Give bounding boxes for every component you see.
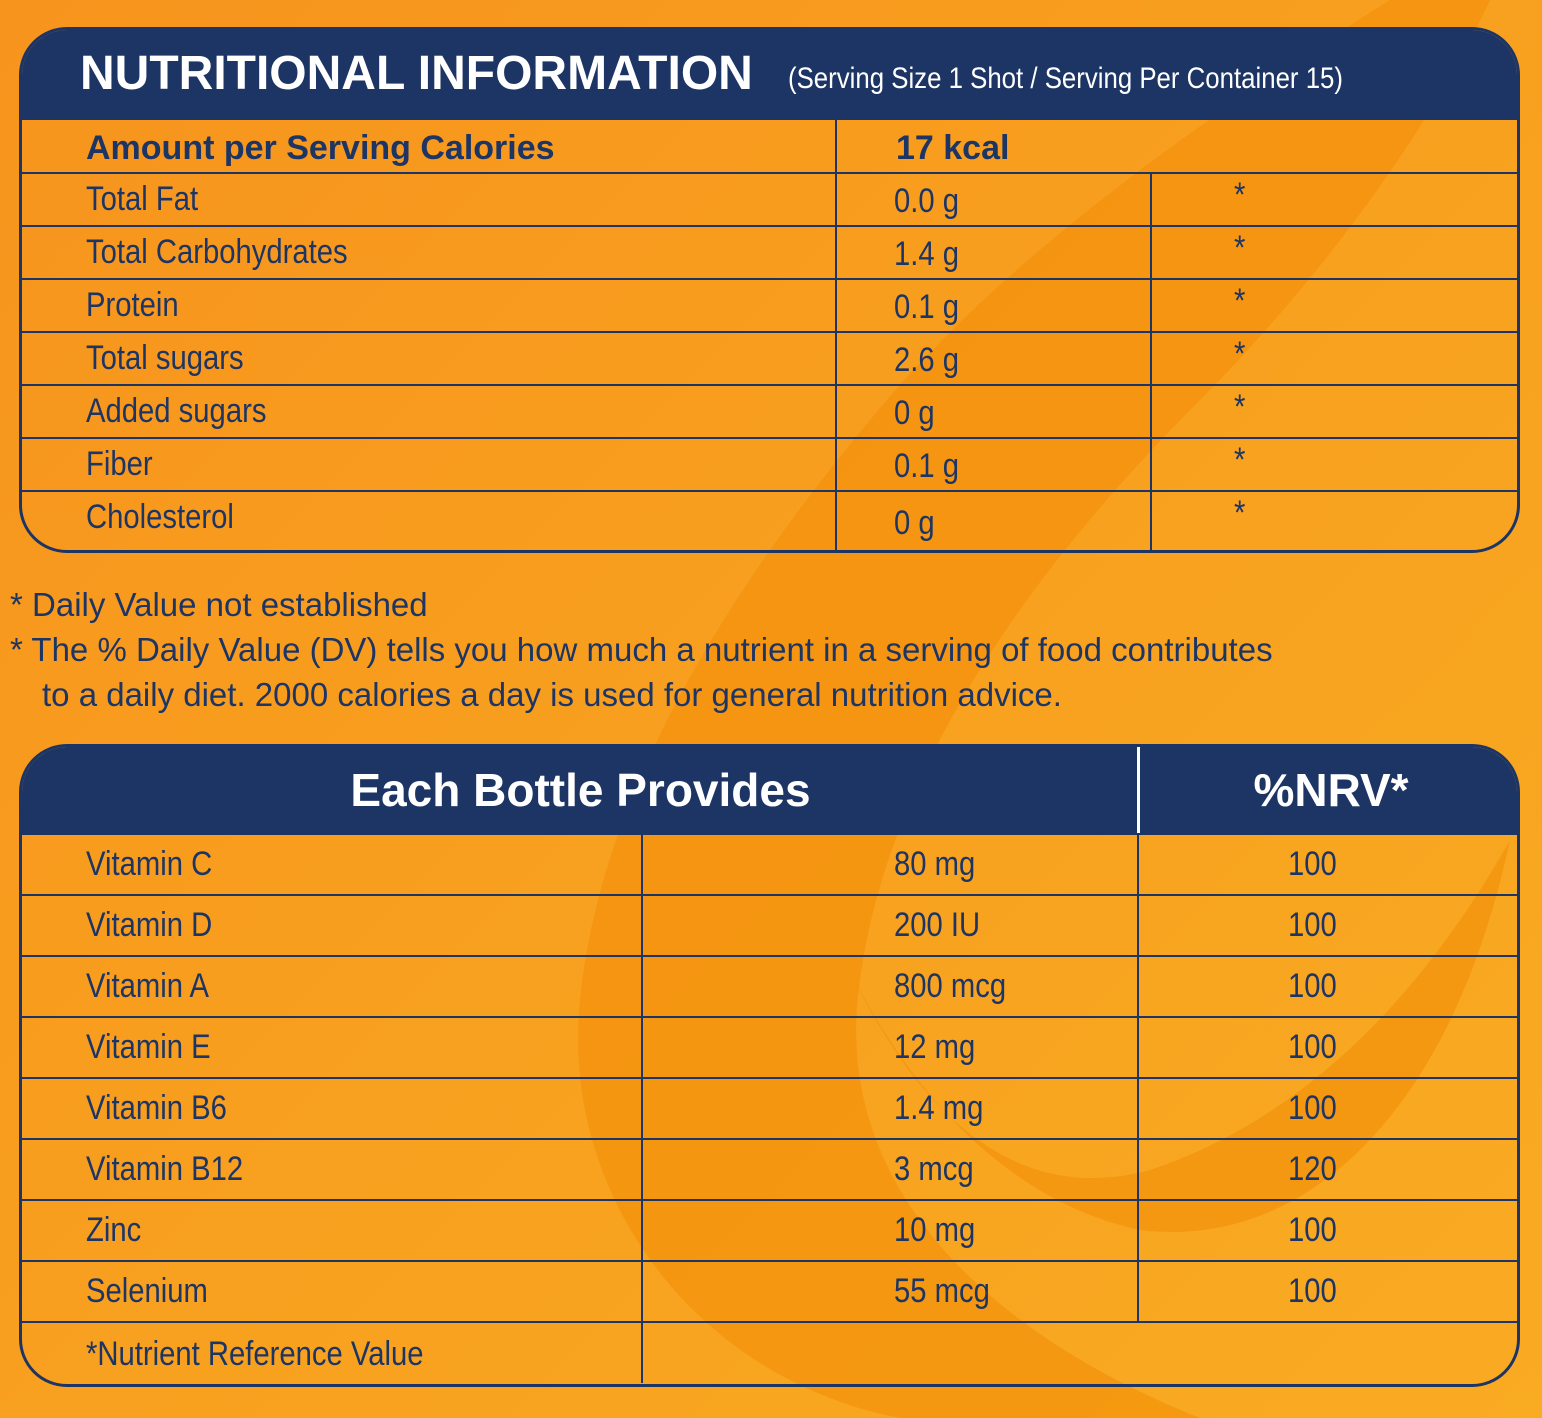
- nutrient-name: Cholesterol: [86, 498, 234, 536]
- nutrient-row: Protein 0.1 g *: [22, 278, 1517, 331]
- vitamin-name: Selenium: [86, 1272, 208, 1310]
- vitamin-row: Vitamin C 80 mg 100: [22, 833, 1517, 894]
- serving-info: (Serving Size 1 Shot / Serving Per Conta…: [788, 62, 1343, 95]
- note-line-3: to a daily diet. 2000 calories a day is …: [42, 676, 1062, 713]
- note-line-2: * The % Daily Value (DV) tells you how m…: [10, 631, 1273, 668]
- note-line-1: * Daily Value not established: [10, 586, 428, 623]
- nutrient-dv: *: [1234, 494, 1246, 532]
- vitamin-nrv: 100: [1288, 1211, 1337, 1249]
- nutrient-name: Total sugars: [86, 339, 244, 377]
- daily-value-notes: * Daily Value not established * The % Da…: [10, 582, 1273, 717]
- vitamin-row: Vitamin B6 1.4 mg 100: [22, 1077, 1517, 1138]
- vitamin-nrv: 100: [1288, 1089, 1337, 1127]
- vitamin-row: Vitamin D 200 IU 100: [22, 894, 1517, 955]
- nutrient-dv: *: [1234, 388, 1246, 426]
- vitamin-amount: 80 mg: [894, 845, 976, 883]
- nutrient-amount: 0 g: [894, 394, 935, 432]
- nutrient-name: Protein: [86, 286, 179, 324]
- nutrient-amount: 0.0 g: [894, 182, 960, 220]
- nutrient-name: Total Fat: [86, 180, 199, 218]
- vitamin-amount: 10 mg: [894, 1211, 976, 1249]
- vitamin-nrv: 100: [1288, 967, 1337, 1005]
- nutrient-name: Total Carbohydrates: [86, 233, 348, 271]
- vitamin-row: Vitamin A 800 mcg 100: [22, 955, 1517, 1016]
- nutrient-dv: *: [1234, 229, 1246, 267]
- calories-label: Amount per Serving Calories: [86, 129, 555, 167]
- nutrient-row: Total Carbohydrates 1.4 g *: [22, 225, 1517, 278]
- nutrition-facts-table: NUTRITIONAL INFORMATION (Serving Size 1 …: [19, 27, 1520, 553]
- vitamin-row: Selenium 55 mcg 100: [22, 1260, 1517, 1321]
- vitamin-name: Vitamin D: [86, 906, 213, 944]
- vitamin-nrv: 100: [1288, 906, 1337, 944]
- nrv-header: %NRV*: [1253, 764, 1409, 816]
- nutrient-amount: 1.4 g: [894, 235, 960, 273]
- nutrient-amount: 2.6 g: [894, 341, 960, 379]
- nutrient-amount: 0.1 g: [894, 447, 960, 485]
- vitamin-name: Vitamin E: [86, 1028, 211, 1066]
- vitamin-row: Zinc 10 mg 100: [22, 1199, 1517, 1260]
- vitamin-amount: 55 mcg: [894, 1272, 990, 1310]
- vitamin-amount: 3 mcg: [894, 1150, 974, 1188]
- vitamins-table: Each Bottle Provides %NRV* Vitamin C 80 m…: [19, 744, 1520, 1387]
- vitamin-name: Vitamin C: [86, 845, 213, 883]
- nutrient-amount: 0 g: [894, 504, 935, 542]
- calories-value: 17 kcal: [896, 129, 1010, 167]
- nutrient-row: Total Fat 0.0 g *: [22, 172, 1517, 225]
- vitamin-amount: 800 mcg: [894, 967, 1007, 1005]
- nutrient-row: Cholesterol 0 g *: [22, 490, 1517, 550]
- nutrient-amount: 0.1 g: [894, 288, 960, 326]
- calories-row: Amount per Serving Calories 17 kcal: [22, 118, 1517, 172]
- nutrition-title: NUTRITIONAL INFORMATION: [80, 47, 753, 100]
- nutrition-header: NUTRITIONAL INFORMATION (Serving Size 1 …: [22, 30, 1517, 118]
- vitamin-nrv: 100: [1288, 1028, 1337, 1066]
- vitamin-amount: 200 IU: [894, 906, 981, 944]
- vitamin-nrv: 100: [1288, 1272, 1337, 1310]
- vitamin-name: Vitamin A: [86, 967, 209, 1005]
- vitamin-name: Zinc: [86, 1211, 142, 1249]
- vitamin-amount: 1.4 mg: [894, 1089, 984, 1127]
- vitamin-nrv: 120: [1288, 1150, 1337, 1188]
- nutrient-dv: *: [1234, 441, 1246, 479]
- nutrient-dv: *: [1234, 335, 1246, 373]
- vitamin-nrv: 100: [1288, 845, 1337, 883]
- nutrient-name: Added sugars: [86, 392, 267, 430]
- nutrient-name: Fiber: [86, 445, 153, 483]
- footnote-row: *Nutrient Reference Value: [22, 1321, 1517, 1383]
- vitamins-title: Each Bottle Provides: [350, 764, 811, 816]
- nrv-footnote: *Nutrient Reference Value: [86, 1335, 424, 1373]
- vitamins-header: Each Bottle Provides %NRV*: [22, 747, 1517, 833]
- nutrient-dv: *: [1234, 282, 1246, 320]
- vitamin-amount: 12 mg: [894, 1028, 976, 1066]
- vitamin-name: Vitamin B6: [86, 1089, 227, 1127]
- nutrient-dv: *: [1234, 176, 1246, 214]
- vitamin-row: Vitamin B12 3 mcg 120: [22, 1138, 1517, 1199]
- vitamin-name: Vitamin B12: [86, 1150, 244, 1188]
- nutrient-row: Added sugars 0 g *: [22, 384, 1517, 437]
- nutrient-row: Fiber 0.1 g *: [22, 437, 1517, 490]
- vitamin-row: Vitamin E 12 mg 100: [22, 1016, 1517, 1077]
- nutrient-row: Total sugars 2.6 g *: [22, 331, 1517, 384]
